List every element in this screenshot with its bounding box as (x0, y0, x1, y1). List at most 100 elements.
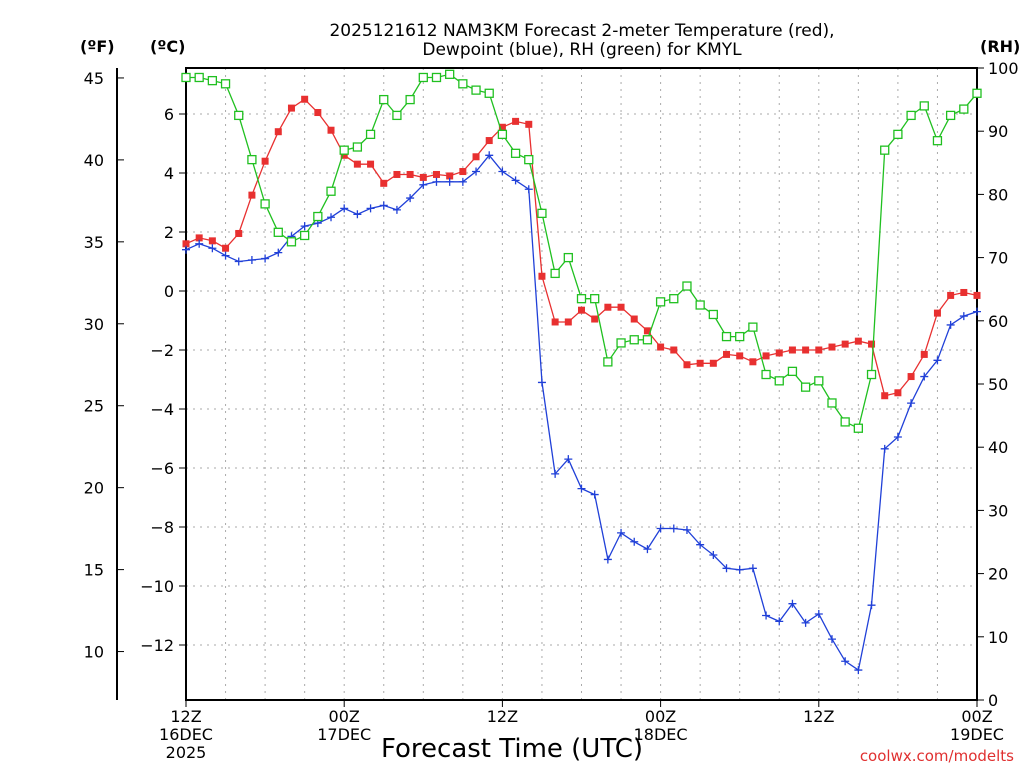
rh-point (234, 110, 244, 121)
rh-point (590, 294, 600, 304)
fahrenheit-tick-label: 15 (84, 561, 104, 580)
time-tick-label: 17DEC (317, 725, 371, 744)
rh-point (550, 268, 560, 279)
temperature-point (432, 170, 440, 178)
temperature-point (960, 288, 968, 296)
dewpoint-point (300, 222, 309, 231)
fahrenheit-tick-label: 30 (84, 315, 104, 334)
celsius-tick-label: −8 (150, 518, 174, 537)
dewpoint-point (234, 257, 243, 266)
dewpoint-point (445, 177, 454, 186)
fahrenheit-tick-label: 40 (84, 151, 104, 170)
temperature-point (564, 318, 572, 326)
credit-label: coolwx.com/modelts (860, 747, 1014, 765)
dewpoint-point (709, 551, 718, 560)
rh-point (365, 129, 376, 140)
rh-point (207, 75, 218, 86)
dewpoint-point (590, 490, 599, 499)
dewpoint-point (406, 194, 415, 203)
temperature-point (815, 346, 823, 354)
time-tick-label: 12Z (803, 707, 834, 726)
dewpoint-point (261, 254, 270, 263)
temperature-point (406, 170, 414, 178)
dewpoint-point (735, 565, 744, 574)
dewpoint-point (195, 239, 204, 248)
temperature-point (314, 109, 322, 117)
dewpoint-point (669, 524, 678, 533)
rh-point (273, 227, 283, 237)
temperature-point (617, 303, 625, 311)
rh-point (932, 136, 943, 146)
dewpoint-point (722, 564, 731, 573)
fahrenheit-unit-label: (ºF) (80, 37, 115, 56)
temperature-point (248, 191, 256, 199)
temperature-point (788, 346, 796, 354)
rh-point (471, 85, 481, 95)
fahrenheit-tick-label: 25 (84, 397, 104, 416)
dewpoint-point (617, 528, 626, 537)
time-tick-label: 00Z (645, 707, 676, 726)
rh-point (880, 145, 890, 155)
dewpoint-point (379, 201, 388, 210)
rh-point (392, 110, 402, 121)
celsius-axis-ticks: 6 4 2 0 −2 −4 −6 −8 −10 −12 (140, 105, 186, 655)
dewpoint-point (511, 176, 520, 185)
rh-point (906, 110, 916, 121)
time-tick-label: 19DEC (950, 725, 1004, 744)
rh-point (326, 186, 336, 196)
rh-point (484, 88, 494, 98)
temperature-point (841, 340, 849, 348)
rh-point (431, 72, 442, 83)
temperature-point (868, 340, 876, 348)
dewpoint-point (762, 611, 771, 620)
temperature-point (512, 117, 520, 125)
chart-title-line-2: Dewpoint (blue), RH (green) for KMYL (422, 40, 742, 60)
temperature-point (208, 237, 216, 245)
temperature-point (920, 350, 928, 358)
celsius-tick-label: 6 (164, 105, 174, 124)
rh-point (959, 104, 969, 114)
rh-point (510, 148, 521, 158)
rh-series (181, 69, 982, 433)
temperature-point (670, 346, 678, 354)
temperature-point (828, 343, 836, 351)
rh-unit-label: (RH) (980, 37, 1020, 56)
dewpoint-point (221, 251, 230, 260)
rh-point (194, 72, 204, 83)
rh-tick-label: 100 (988, 59, 1019, 78)
dewpoint-point (485, 151, 494, 160)
temperature-point (222, 244, 230, 252)
time-tick-label: 12Z (170, 707, 201, 726)
temperature-point (643, 327, 651, 335)
temperature-point (578, 306, 585, 314)
temperature-point (446, 172, 454, 180)
dewpoint-point (946, 320, 955, 329)
rh-tick-label: 10 (988, 628, 1008, 647)
rh-point (458, 79, 468, 89)
rh-point (642, 335, 653, 345)
rh-point (563, 252, 573, 263)
grid-lines (186, 68, 977, 700)
rh-point (352, 142, 363, 152)
temperature-point (538, 272, 546, 280)
dewpoint-point (366, 204, 375, 213)
dewpoint-point (867, 601, 876, 610)
rh-point (629, 335, 639, 345)
temperature-point (696, 359, 704, 367)
dewpoint-point (353, 210, 362, 219)
rh-point (181, 72, 191, 83)
temperature-point (723, 350, 731, 358)
rh-point (247, 154, 257, 165)
rh-tick-label: 30 (988, 501, 1008, 520)
dewpoint-point (392, 205, 401, 214)
fahrenheit-tick-label: 45 (84, 69, 104, 88)
rh-point (945, 110, 956, 121)
rh-point (972, 88, 982, 98)
dewpoint-point (458, 177, 467, 186)
fahrenheit-axis-ticks: 45 40 35 30 25 20 15 10 (84, 69, 124, 662)
temperature-point (327, 126, 335, 134)
rh-point (339, 145, 349, 155)
dewpoint-point (893, 433, 902, 442)
temperature-point (775, 349, 783, 357)
